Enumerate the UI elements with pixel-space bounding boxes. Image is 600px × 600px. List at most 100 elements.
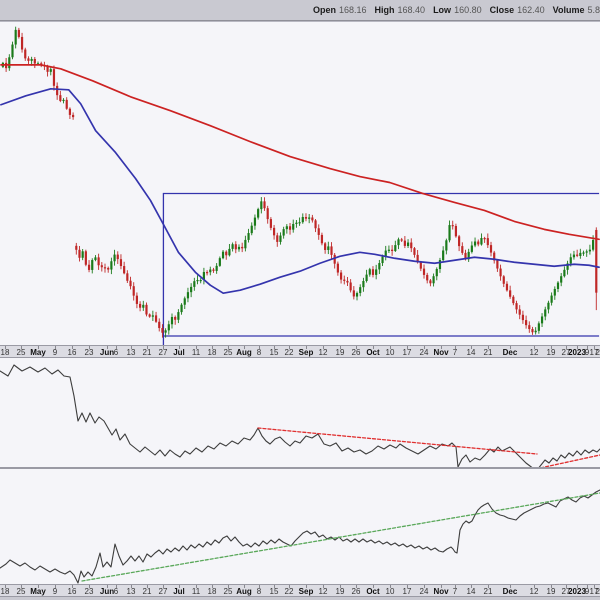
axis-tick (306, 585, 307, 588)
axis-date-label: Jun (99, 587, 115, 596)
axis-date-label: 27 (158, 348, 168, 357)
axis-date-label: Jun (99, 348, 115, 357)
ohlc-low: Low 160.80 (433, 5, 482, 15)
axis-tick (116, 346, 117, 349)
axis-date-label: 21 (483, 587, 493, 596)
axis-date-label: 8 (256, 587, 262, 596)
axis-date-label: 14 (466, 348, 476, 357)
axis-date-label: 23 (595, 587, 600, 596)
axis-tick (196, 346, 197, 349)
axis-date-label: 17 (402, 348, 412, 357)
axis-date-label: 2023 (568, 348, 586, 357)
axis-tick (147, 346, 148, 349)
axis-date-label: 9 (584, 348, 590, 357)
axis-date-label: 23 (84, 587, 94, 596)
axis-date-label: Aug (236, 587, 252, 596)
axis-date-label: 24 (419, 348, 429, 357)
axis-date-label: 7 (452, 587, 458, 596)
axis-tick (407, 346, 408, 349)
axis-date-label: Sep (298, 587, 314, 596)
axis-tick (471, 346, 472, 349)
axis-date-label: 6 (113, 348, 119, 357)
axis-tick (594, 585, 595, 588)
axis-tick (289, 346, 290, 349)
axis-date-label: 8 (256, 348, 262, 357)
axis-date-label: Jul (173, 348, 185, 357)
axis-tick (179, 585, 180, 588)
axis-tick (510, 346, 511, 349)
axis-tick (566, 585, 567, 588)
axis-date-label: Aug (236, 348, 252, 357)
axis-date-label: 16 (67, 348, 77, 357)
indicator-panel-2 (0, 469, 600, 584)
axis-date-label: 27 (561, 348, 571, 357)
axis-tick (55, 585, 56, 588)
axis-tick (107, 585, 108, 588)
axis-tick (21, 346, 22, 349)
axis-tick (594, 346, 595, 349)
axis-date-label: 27 (158, 587, 168, 596)
axis-tick (488, 585, 489, 588)
axis-date-label: 19 (335, 348, 345, 357)
axis-tick (390, 585, 391, 588)
axis-tick (587, 346, 588, 349)
axis-date-label: Nov (433, 348, 449, 357)
axis-tick (577, 346, 578, 349)
axis-tick (259, 346, 260, 349)
axis-tick (289, 585, 290, 588)
axis-date-label: 12 (318, 587, 328, 596)
axis-date-label: Sep (298, 348, 314, 357)
axis-date-label: 17 (589, 587, 599, 596)
axis-date-label: 23 (595, 348, 600, 357)
axis-tick (212, 585, 213, 588)
axis-tick (566, 346, 567, 349)
axis-date-label: 23 (84, 348, 94, 357)
axis-date-label: 13 (126, 348, 136, 357)
axis-tick (38, 585, 39, 588)
axis-tick (55, 346, 56, 349)
axis-tick (163, 346, 164, 349)
ohlc-summary-bar: Open 168.16 High 168.40 Low 160.80 Close 162… (0, 0, 600, 21)
axis-date-label: 25 (223, 348, 233, 357)
axis-tick (72, 585, 73, 588)
axis-date-label: 18 (0, 348, 10, 357)
x-axis-top: 18 25 May 9 16 23 Jun 6 13 21 27 Jul 11 18 25 Aug 8 15 22 S… (0, 345, 600, 358)
axis-tick (89, 585, 90, 588)
axis-date-label: 25 (223, 587, 233, 596)
axis-tick (38, 346, 39, 349)
axis-tick (424, 346, 425, 349)
axis-tick (274, 585, 275, 588)
axis-tick (356, 346, 357, 349)
axis-date-label: 6 (113, 587, 119, 596)
axis-date-label: 22 (284, 348, 294, 357)
axis-date-label: 26 (351, 348, 361, 357)
axis-date-label: 17 (589, 348, 599, 357)
axis-date-label: 25 (16, 348, 26, 357)
axis-date-label: 15 (269, 348, 279, 357)
footer-strip (0, 597, 600, 600)
high-value: 168.40 (397, 5, 426, 15)
axis-tick (131, 346, 132, 349)
axis-date-label: May (30, 348, 46, 357)
axis-tick (407, 585, 408, 588)
axis-date-label: 19 (546, 348, 556, 357)
low-value: 160.80 (454, 5, 482, 15)
axis-tick (196, 585, 197, 588)
axis-date-label: Dec (502, 587, 518, 596)
axis-tick (340, 346, 341, 349)
open-value: 168.16 (339, 5, 367, 15)
axis-date-label: 9 (52, 348, 58, 357)
axis-date-label: 21 (483, 348, 493, 357)
axis-date-label: Oct (366, 587, 380, 596)
axis-tick (551, 585, 552, 588)
axis-date-label: 11 (191, 587, 201, 596)
axis-tick (179, 346, 180, 349)
axis-tick (587, 585, 588, 588)
axis-date-label: 12 (529, 348, 539, 357)
axis-tick (488, 346, 489, 349)
axis-tick (577, 585, 578, 588)
axis-tick (534, 346, 535, 349)
axis-date-label: 10 (385, 587, 395, 596)
axis-tick (441, 585, 442, 588)
axis-date-label: 10 (385, 348, 395, 357)
